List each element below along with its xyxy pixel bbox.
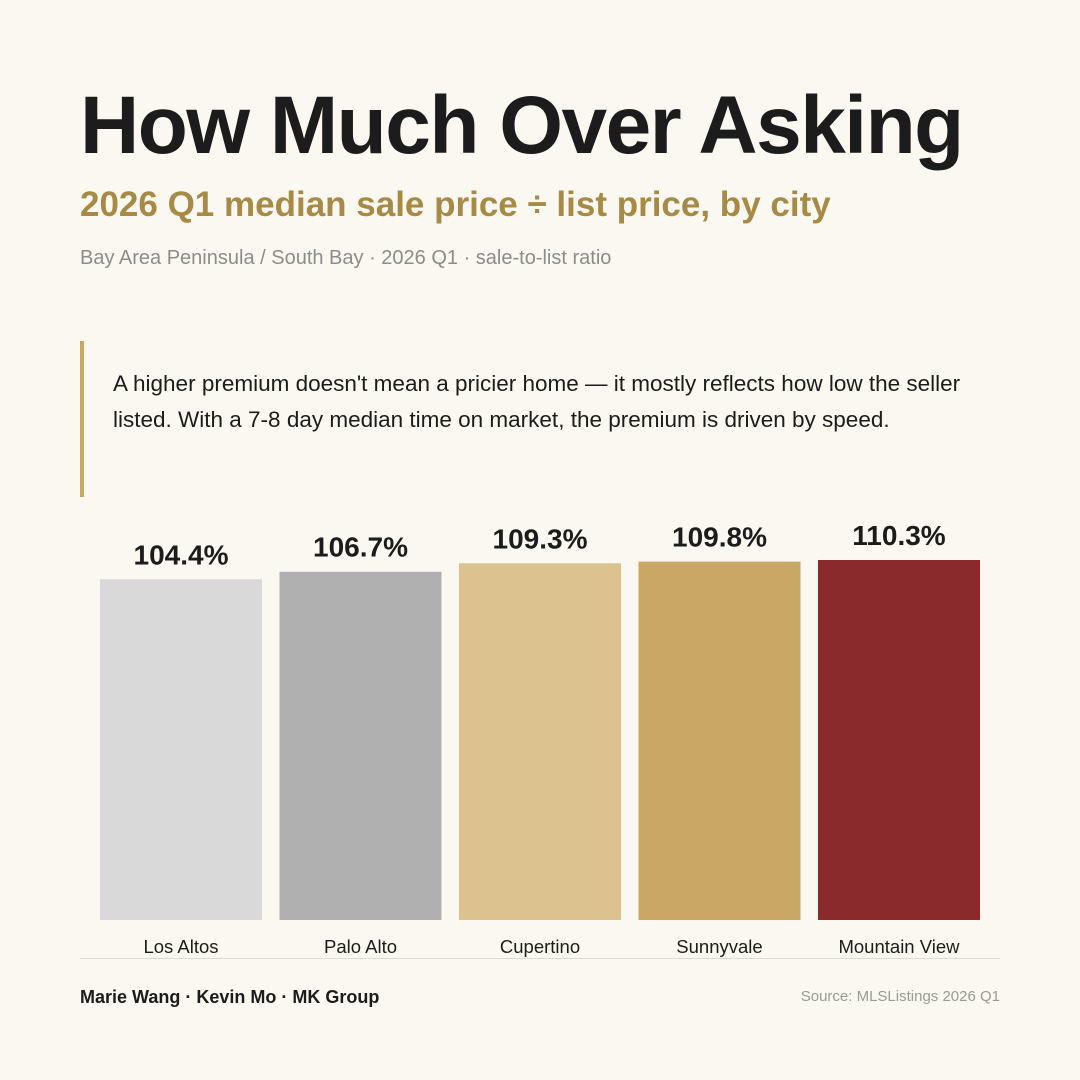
bar-palo-alto [279, 571, 442, 920]
bar-value-label: 109.3% [493, 523, 588, 554]
footer-divider [80, 958, 1000, 959]
category-label: Cupertino [500, 936, 580, 957]
bar-sunnyvale [638, 561, 801, 920]
insight-text: A higher premium doesn't mean a pricier … [113, 371, 961, 432]
category-label: Sunnyvale [676, 936, 762, 957]
page-title: How Much Over Asking [80, 80, 964, 171]
bars-group: 104.4% Los Altos 106.7% Palo Alto 109.3% Cupe… [100, 520, 980, 957]
bar-mountain-view [818, 560, 980, 920]
bar-value-label: 110.3% [852, 520, 946, 551]
subtitle: 2026 Q1 median sale price ÷ list price, … [80, 185, 831, 224]
insight-callout: A higher premium doesn't mean a pricier … [80, 341, 980, 497]
meta-line: Bay Area Peninsula / South Bay · 2026 Q1… [80, 247, 612, 269]
bar-value-label: 109.8% [672, 522, 767, 553]
bar-value-label: 104.4% [134, 539, 229, 570]
category-label: Palo Alto [324, 936, 397, 957]
category-label: Los Altos [143, 936, 218, 957]
bar-value-label: 106.7% [313, 532, 408, 563]
footer-source: Source: MLSListings 2026 Q1 [800, 988, 1000, 1005]
category-label: Mountain View [838, 936, 960, 957]
bar-los-altos [100, 579, 262, 920]
footer-credit: Marie Wang · Kevin Mo · MK Group [80, 987, 380, 1007]
bar-cupertino [459, 563, 621, 920]
